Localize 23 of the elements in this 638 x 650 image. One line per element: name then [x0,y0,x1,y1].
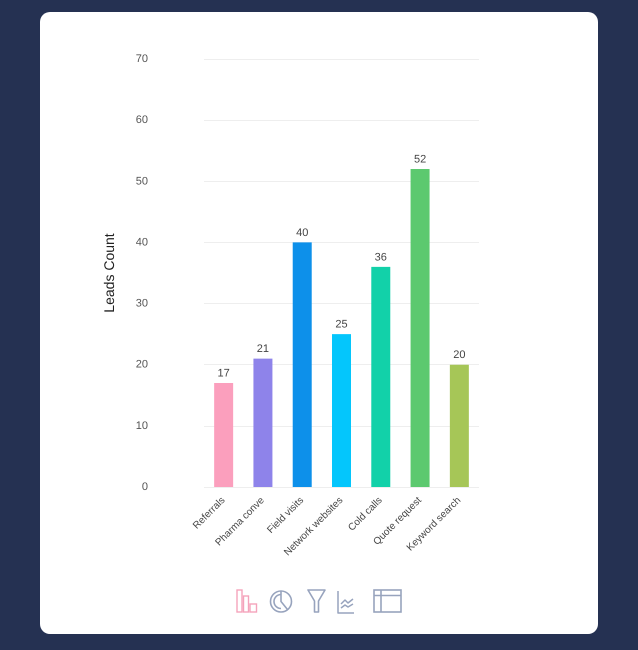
data-label: 36 [374,251,387,264]
data-label: 20 [453,349,466,362]
y-tick-label: 40 [136,236,148,248]
y-tick-label: 20 [136,358,148,371]
bar [371,266,390,487]
y-tick-label: 30 [136,298,148,310]
y-tick-label: 10 [136,420,148,432]
bar [292,242,312,487]
y-tick-label: 70 [136,53,148,65]
bar [214,383,234,487]
data-label: 52 [414,154,426,166]
y-axis-title: Leads Count [101,233,117,313]
y-tick-label: 0 [142,481,148,493]
bar [450,364,469,487]
y-tick-label: 60 [136,114,148,126]
data-label: 21 [256,343,270,356]
bar [332,334,351,487]
data-label: 40 [296,226,308,239]
bar [410,169,430,487]
data-label: 25 [335,318,348,331]
y-tick-label: 50 [136,175,148,188]
data-label: 17 [218,368,230,380]
bar [253,358,272,487]
